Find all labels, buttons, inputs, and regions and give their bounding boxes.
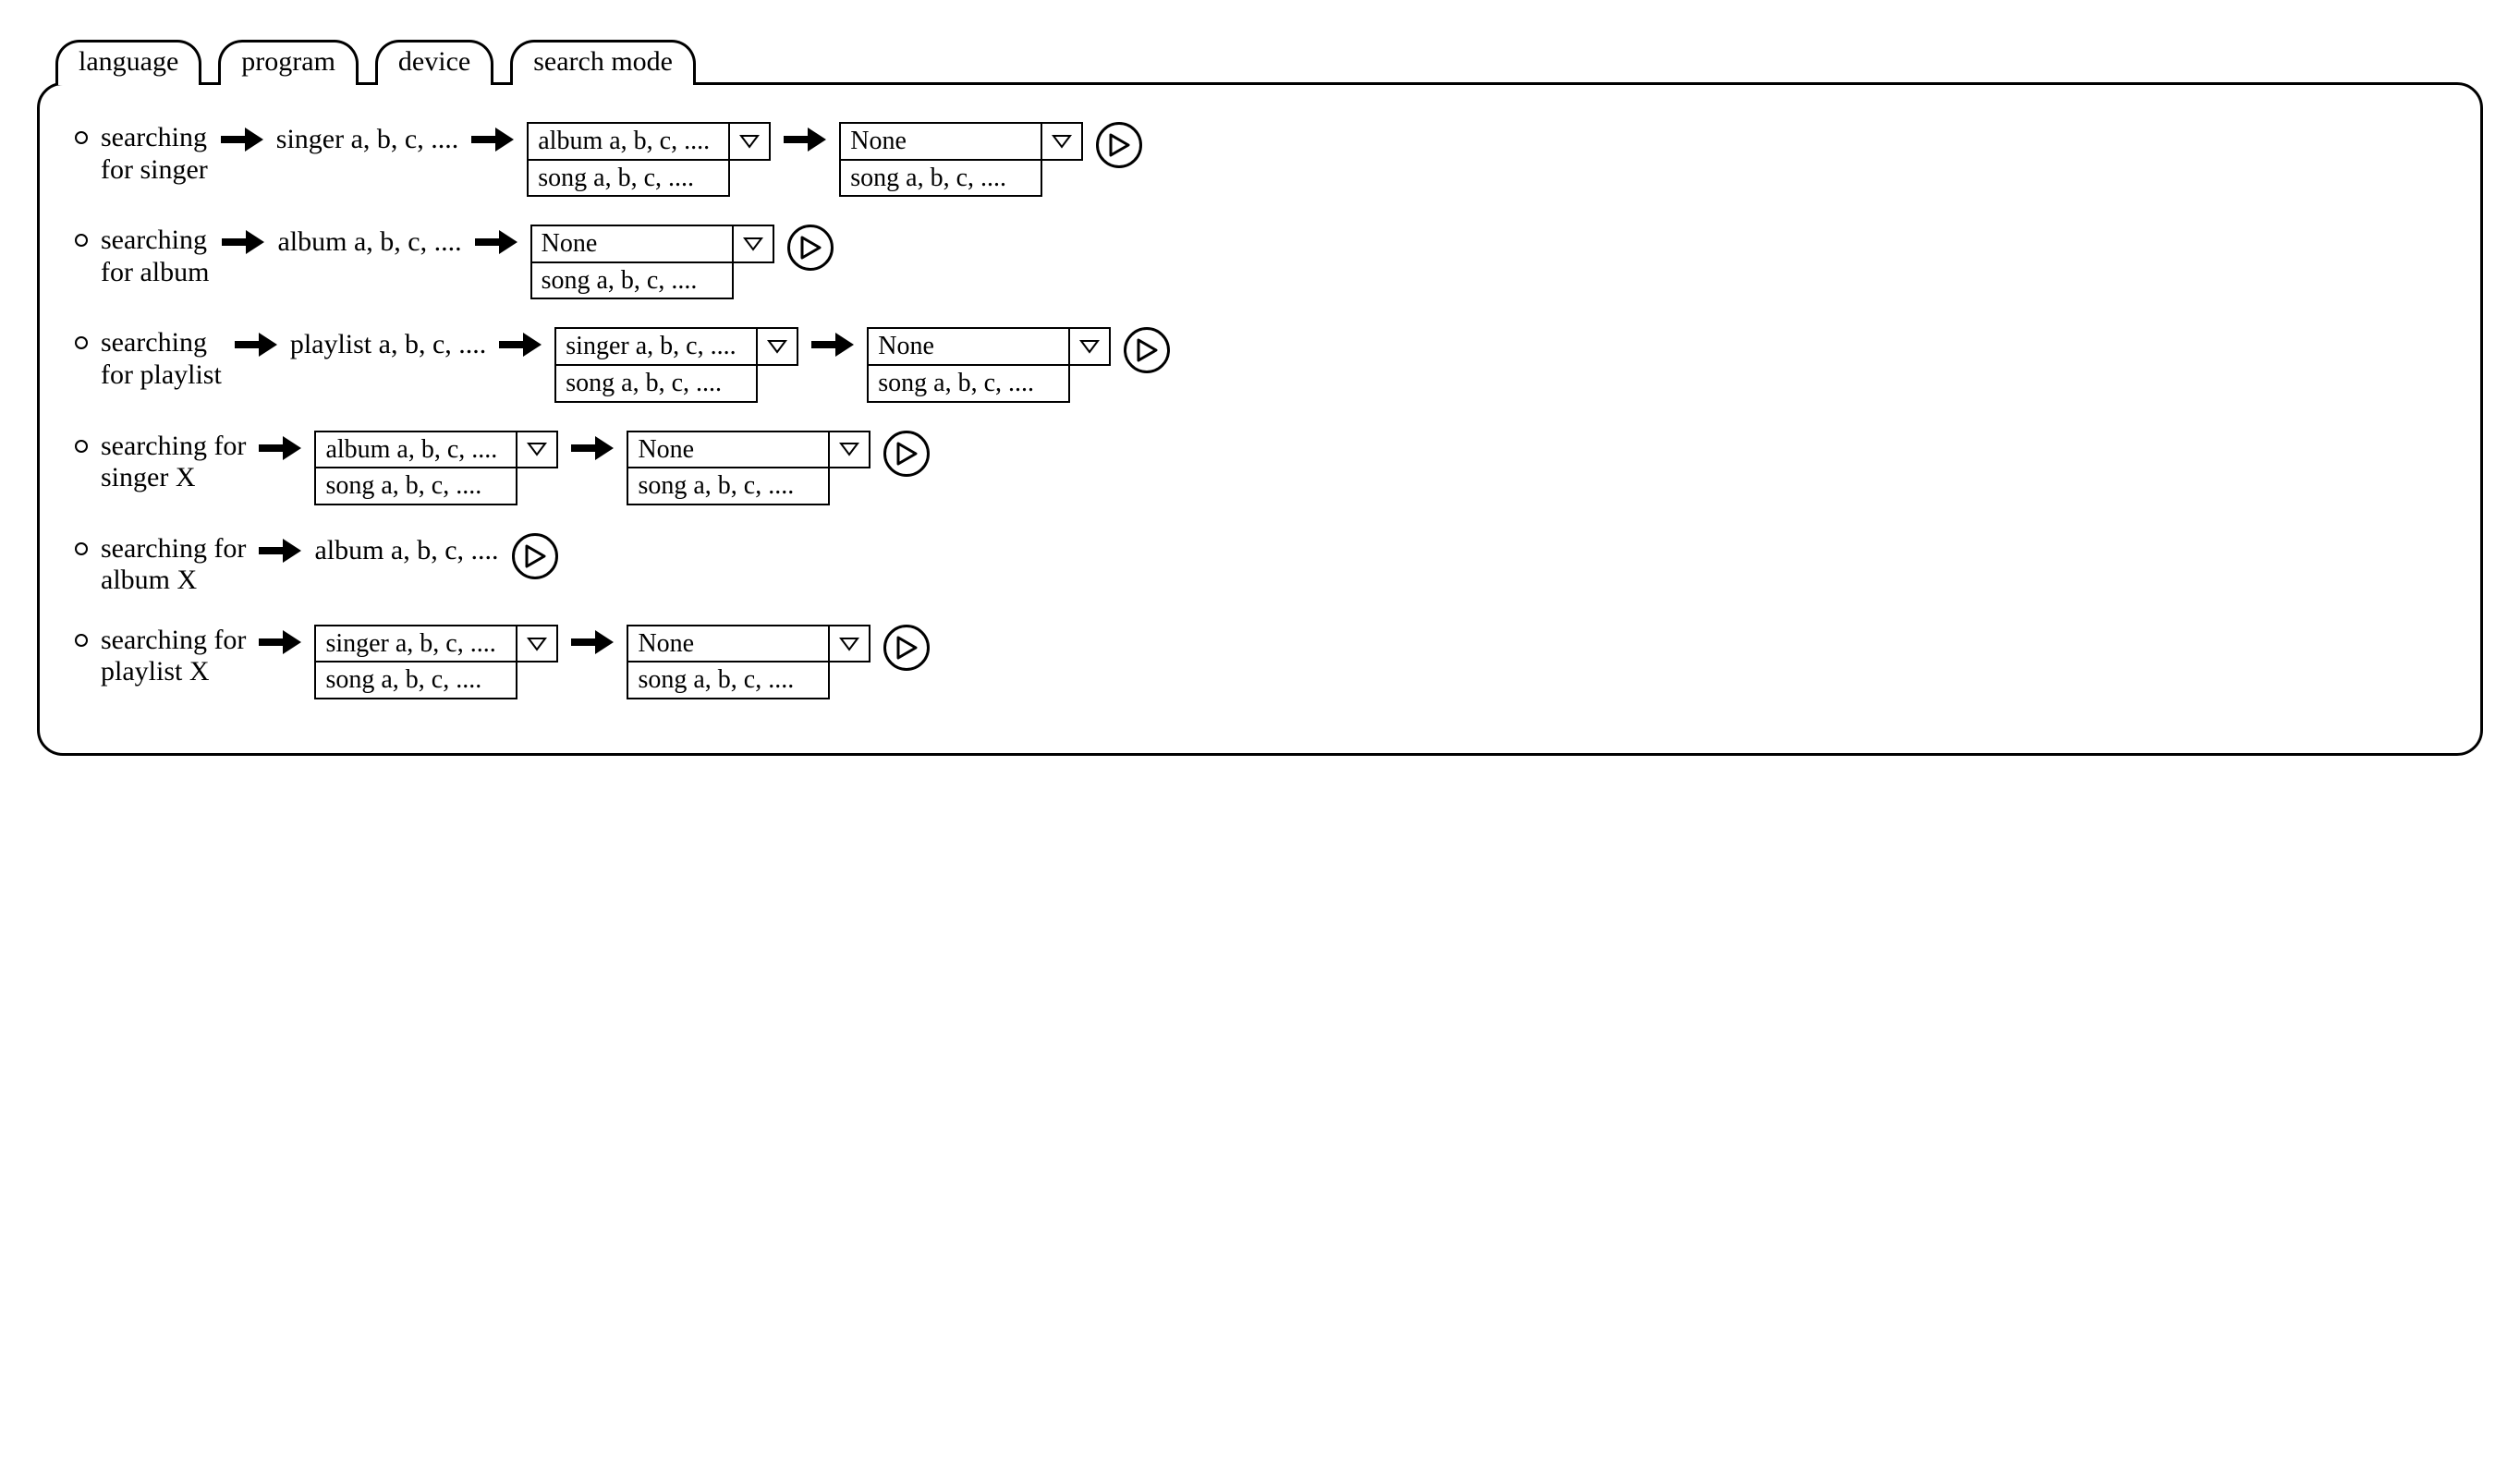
search-option-row: searching forplaylist X singer a, b, c, .… — [75, 625, 2454, 699]
result-text: singer a, b, c, .... — [276, 122, 458, 156]
play-button[interactable] — [883, 625, 930, 671]
chevron-down-icon[interactable] — [758, 327, 798, 366]
radio-option[interactable] — [75, 634, 88, 647]
tab-search-mode[interactable]: search mode — [510, 40, 696, 85]
option-label: searching forplaylist X — [101, 625, 246, 688]
chevron-down-icon[interactable] — [830, 625, 870, 663]
dropdown: Nonesong a, b, c, .... — [530, 225, 774, 299]
search-option-row: searching forsinger X album a, b, c, ....… — [75, 431, 2454, 505]
arrow-icon — [571, 436, 614, 460]
result-text: playlist a, b, c, .... — [290, 327, 486, 361]
arrow-icon — [221, 128, 263, 152]
chevron-down-icon[interactable] — [517, 625, 558, 663]
dropdown-option[interactable]: song a, b, c, .... — [839, 161, 1042, 198]
tab-program[interactable]: program — [218, 40, 359, 85]
chevron-down-icon[interactable] — [517, 431, 558, 469]
dropdown-selected[interactable]: None — [627, 431, 830, 469]
dropdown-option[interactable]: song a, b, c, .... — [314, 662, 517, 699]
dropdown-option[interactable]: song a, b, c, .... — [314, 468, 517, 505]
dropdown-selected[interactable]: None — [530, 225, 734, 263]
option-label: searchingfor playlist — [101, 327, 222, 391]
dropdown: singer a, b, c, ....song a, b, c, .... — [554, 327, 798, 402]
dropdown-selected[interactable]: singer a, b, c, .... — [554, 327, 758, 366]
search-option-row: searchingfor album album a, b, c, .... Non… — [75, 225, 2454, 299]
option-label: searchingfor singer — [101, 122, 208, 186]
chevron-down-icon[interactable] — [1070, 327, 1111, 366]
arrow-icon — [811, 333, 854, 357]
option-label: searching forsinger X — [101, 431, 246, 494]
dropdown-selected[interactable]: album a, b, c, .... — [527, 122, 730, 161]
arrow-icon — [471, 128, 514, 152]
dropdown-selected[interactable]: None — [627, 625, 830, 663]
option-label: searching foralbum X — [101, 533, 246, 597]
dropdown-option[interactable]: song a, b, c, .... — [554, 366, 758, 403]
play-button[interactable] — [512, 533, 558, 579]
tab-bar: language program device search mode — [55, 37, 2483, 82]
dropdown: Nonesong a, b, c, .... — [867, 327, 1111, 402]
search-mode-panel: searchingfor singer singer a, b, c, .... a… — [37, 82, 2483, 756]
dropdown: album a, b, c, ....song a, b, c, .... — [314, 431, 558, 505]
dropdown-selected[interactable]: album a, b, c, .... — [314, 431, 517, 469]
arrow-icon — [235, 333, 277, 357]
arrow-icon — [259, 436, 301, 460]
result-text: album a, b, c, .... — [277, 225, 461, 259]
dropdown-selected[interactable]: singer a, b, c, .... — [314, 625, 517, 663]
dropdown-option[interactable]: song a, b, c, .... — [627, 468, 830, 505]
chevron-down-icon[interactable] — [1042, 122, 1083, 161]
arrow-icon — [499, 333, 542, 357]
play-button[interactable] — [1124, 327, 1170, 373]
dropdown-option[interactable]: song a, b, c, .... — [627, 662, 830, 699]
dropdown: album a, b, c, ....song a, b, c, .... — [527, 122, 771, 197]
search-option-row: searchingfor playlist playlist a, b, c, .… — [75, 327, 2454, 402]
chevron-down-icon[interactable] — [730, 122, 771, 161]
diagram-root: language program device search mode sear… — [37, 37, 2483, 756]
tab-device[interactable]: device — [375, 40, 493, 85]
dropdown-selected[interactable]: None — [839, 122, 1042, 161]
arrow-icon — [259, 630, 301, 654]
result-text: album a, b, c, .... — [314, 533, 498, 567]
radio-option[interactable] — [75, 440, 88, 453]
dropdown-option[interactable]: song a, b, c, .... — [527, 161, 730, 198]
dropdown-selected[interactable]: None — [867, 327, 1070, 366]
arrow-icon — [571, 630, 614, 654]
arrow-icon — [259, 539, 301, 563]
radio-option[interactable] — [75, 336, 88, 349]
radio-option[interactable] — [75, 131, 88, 144]
radio-option[interactable] — [75, 542, 88, 555]
dropdown: singer a, b, c, ....song a, b, c, .... — [314, 625, 558, 699]
play-button[interactable] — [1096, 122, 1142, 168]
dropdown: Nonesong a, b, c, .... — [627, 625, 870, 699]
option-label: searchingfor album — [101, 225, 209, 288]
play-button[interactable] — [787, 225, 834, 271]
dropdown-option[interactable]: song a, b, c, .... — [867, 366, 1070, 403]
play-button[interactable] — [883, 431, 930, 477]
search-option-row: searching foralbum X album a, b, c, .... — [75, 533, 2454, 597]
arrow-icon — [784, 128, 826, 152]
radio-option[interactable] — [75, 234, 88, 247]
dropdown: Nonesong a, b, c, .... — [627, 431, 870, 505]
dropdown-option[interactable]: song a, b, c, .... — [530, 263, 734, 300]
dropdown: Nonesong a, b, c, .... — [839, 122, 1083, 197]
tab-language[interactable]: language — [55, 40, 201, 85]
arrow-icon — [475, 230, 517, 254]
search-option-row: searchingfor singer singer a, b, c, .... a… — [75, 122, 2454, 197]
chevron-down-icon[interactable] — [830, 431, 870, 469]
arrow-icon — [222, 230, 264, 254]
chevron-down-icon[interactable] — [734, 225, 774, 263]
